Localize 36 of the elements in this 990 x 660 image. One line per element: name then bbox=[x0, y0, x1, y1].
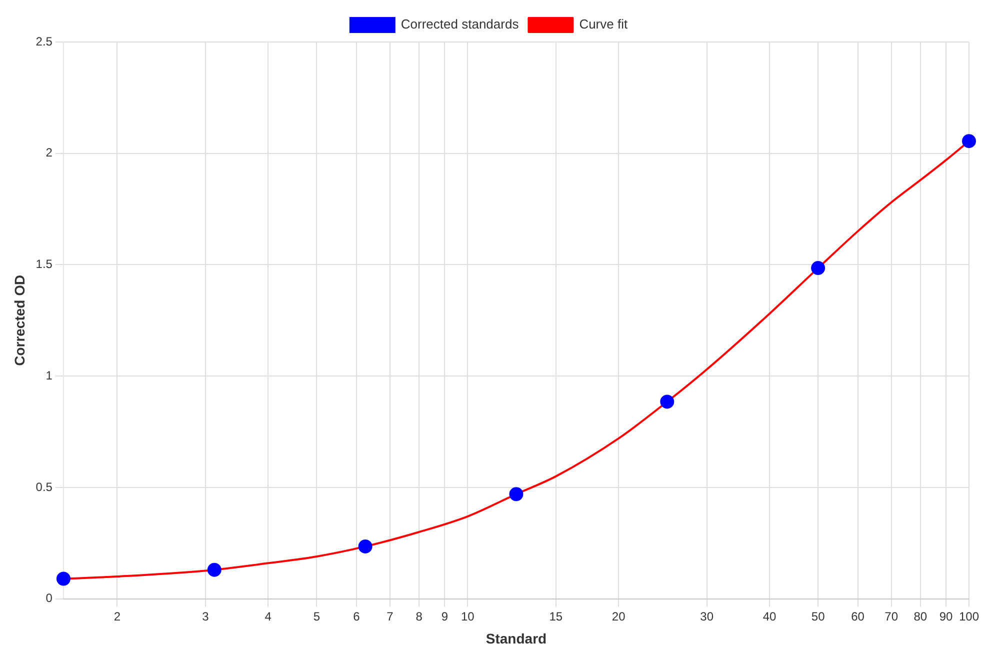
x-tick-label: 30 bbox=[700, 609, 714, 624]
x-tick-label: 5 bbox=[313, 609, 320, 624]
legend-label: Curve fit bbox=[579, 16, 628, 32]
y-tick-label: 1.5 bbox=[36, 257, 53, 272]
point bbox=[811, 261, 826, 276]
point bbox=[509, 487, 524, 502]
x-tick-label: 10 bbox=[460, 609, 475, 624]
x-tick-label: 2 bbox=[114, 609, 121, 624]
y-tick-label: 0.5 bbox=[36, 480, 53, 494]
x-tick-label: 15 bbox=[549, 609, 563, 624]
y-tick-label: 2 bbox=[46, 146, 53, 160]
y-tick-label: 1 bbox=[46, 368, 53, 382]
point bbox=[358, 539, 372, 554]
x-tick-label: 50 bbox=[811, 609, 826, 624]
x-tick-label: 3 bbox=[202, 609, 210, 624]
x-tick-label: 6 bbox=[353, 609, 360, 624]
x-tick-label: 7 bbox=[386, 609, 394, 624]
x-tick-label: 8 bbox=[416, 609, 423, 624]
x-tick-label: 9 bbox=[441, 609, 448, 624]
x-tick-label: 70 bbox=[884, 609, 898, 624]
point bbox=[962, 134, 976, 148]
x-axis-title: Standard bbox=[486, 630, 547, 646]
point bbox=[660, 394, 674, 409]
x-tick-label: 4 bbox=[264, 609, 272, 624]
y-tick-label: 2.5 bbox=[36, 34, 53, 48]
point bbox=[56, 572, 70, 586]
y-axis-title: Corrected OD bbox=[11, 274, 28, 366]
point bbox=[207, 562, 222, 577]
x-tick-label: 20 bbox=[612, 609, 626, 624]
x-tick-label: 90 bbox=[939, 609, 954, 624]
x-tick-label: 40 bbox=[762, 609, 776, 624]
x-tick-label: 100 bbox=[958, 609, 980, 624]
x-tick-label: 60 bbox=[851, 609, 865, 624]
x-tick-label: 80 bbox=[914, 609, 928, 624]
legend-label: Corrected standards bbox=[400, 16, 520, 32]
y-tick-label: 0 bbox=[46, 591, 53, 606]
